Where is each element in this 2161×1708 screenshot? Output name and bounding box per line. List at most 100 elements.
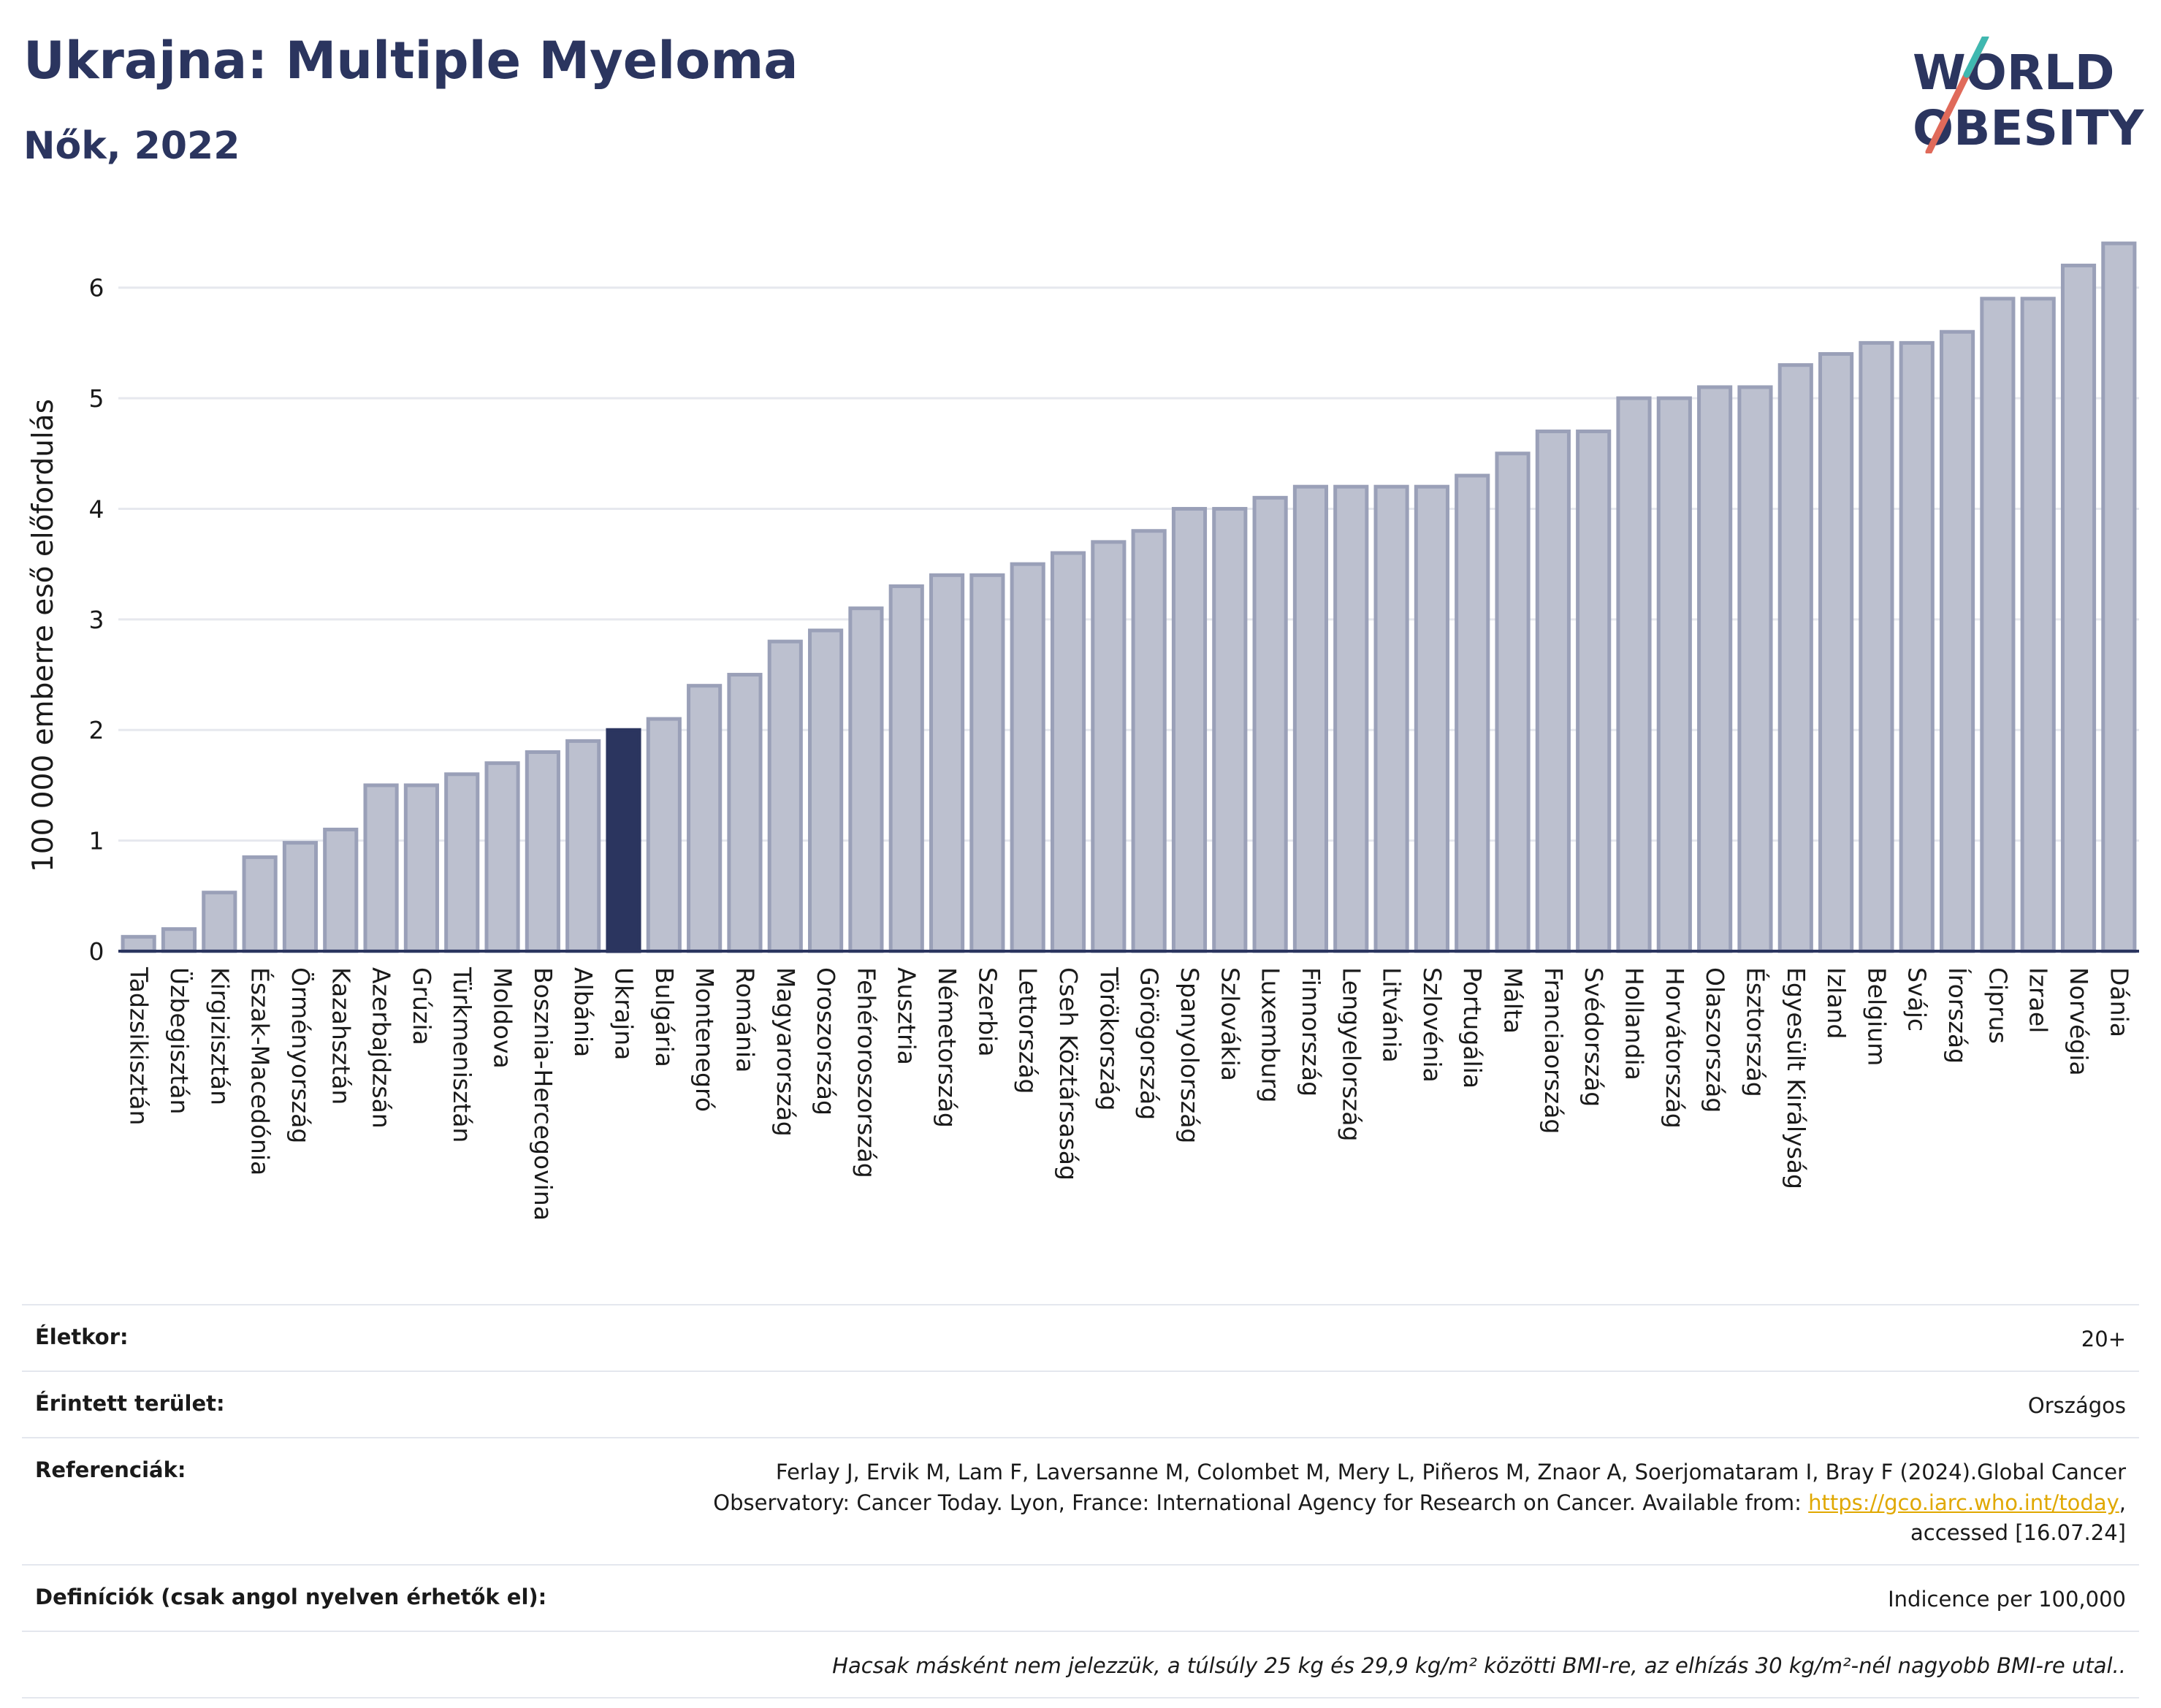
chart-bars (121, 241, 2137, 953)
x-tick-label: Kirgizisztán (205, 967, 234, 1105)
x-axis-ticks: Tadzsikisztán Üzbegisztán Kirgizisztán Észa… (125, 967, 2134, 1221)
bar (929, 573, 965, 953)
references-link[interactable]: https://gco.iarc.who.int/today (1808, 1490, 2119, 1515)
x-tick-label: Üzbegisztán (165, 967, 194, 1114)
bar (1980, 297, 2016, 953)
age-row: Életkor: 20+ (22, 1304, 2139, 1370)
bar (202, 891, 237, 953)
bar-chart: 0 1 2 3 4 5 6 Tadzsikisztán Üzbegisztán Kirgizis… (27, 241, 2139, 1221)
x-tick-label: Izrael (2024, 967, 2053, 1033)
bar (2020, 297, 2056, 953)
bar (161, 927, 197, 953)
x-tick-label: Tadzsikisztán (125, 967, 153, 1125)
bar (1737, 385, 1773, 953)
x-tick-label: Türkmenisztán (448, 967, 476, 1143)
references-line-3: accessed [16.07.24] (1910, 1520, 2126, 1545)
x-tick-label: Lettország (1014, 967, 1043, 1094)
footnote: Hacsak másként nem jelezzük, a túlsúly 2… (832, 1653, 2126, 1679)
bar (848, 606, 884, 953)
bar (1252, 495, 1288, 953)
x-tick-label: Litvánia (1378, 967, 1406, 1063)
bar (1697, 385, 1733, 953)
y-tick-label: 4 (89, 495, 104, 523)
x-tick-label: Észtország (1741, 967, 1770, 1097)
x-tick-label: Észak-Macedónia (246, 967, 275, 1175)
references-line-1: Ferlay J, Ervik M, Lam F, Laversanne M, … (775, 1460, 2126, 1485)
x-tick-label: Montenegró (690, 967, 719, 1112)
bar (323, 827, 359, 953)
bar (1656, 396, 1692, 953)
x-tick-label: Szlovénia (1418, 967, 1447, 1083)
svg-text:WORLD: WORLD (1913, 45, 2115, 101)
page-subtitle: Nők, 2022 (23, 124, 240, 168)
x-tick-label: Szlovákia (1216, 967, 1244, 1081)
x-tick-label: Görögország (1135, 967, 1164, 1120)
x-tick-label: Írország (1943, 967, 1973, 1064)
bar (444, 772, 480, 953)
x-tick-label: Svájc (1903, 967, 1932, 1032)
x-tick-label: Dánia (2105, 967, 2133, 1037)
x-tick-label: Portugália (1458, 967, 1487, 1089)
world-obesity-logo: WORLD OBESITY (1913, 37, 2145, 153)
bar (1333, 484, 1369, 953)
x-tick-label: Grúzia (408, 967, 436, 1045)
definitions-label: Definíciók (csak angol nyelven érhetők e… (35, 1584, 547, 1609)
y-axis-label: 100 000 emberre eső előfordulás (27, 399, 60, 872)
bar (1939, 329, 1975, 953)
area-row: Érintett terület: Országos (22, 1370, 2139, 1437)
bar (888, 584, 924, 953)
x-tick-label: Ausztria (893, 967, 921, 1065)
footnote-row: Hacsak másként nem jelezzük, a túlsúly 2… (22, 1631, 2139, 1699)
bar (403, 783, 439, 953)
y-tick-label: 0 (89, 937, 104, 966)
bar (525, 750, 560, 953)
references-label: Referenciák: (35, 1457, 186, 1483)
references-value: Ferlay J, Ervik M, Lam F, Laversanne M, … (713, 1460, 2126, 1545)
x-tick-label: Lengyelország (1337, 967, 1365, 1141)
x-tick-label: Azerbajdzsán (367, 967, 396, 1129)
y-tick-label: 3 (89, 606, 104, 634)
definitions-value: Indicence per 100,000 (1888, 1586, 2126, 1612)
bar (1535, 429, 1571, 953)
bar (1091, 540, 1127, 953)
x-tick-label: Egyesült Királyság (1782, 967, 1810, 1189)
x-tick-label: Luxemburg (1257, 967, 1285, 1102)
bar (121, 934, 156, 953)
bar (727, 673, 763, 953)
x-tick-label: Finnország (1297, 967, 1325, 1097)
bar (1292, 484, 1329, 953)
y-tick-label: 6 (89, 274, 104, 302)
bar (565, 739, 601, 953)
area-label: Érintett terület: (35, 1391, 225, 1417)
x-tick-label: Horvátország (1661, 967, 1689, 1129)
bar (1212, 506, 1248, 953)
age-value: 20+ (2081, 1327, 2126, 1351)
bar (1899, 340, 1935, 953)
bar (646, 717, 682, 953)
x-tick-label: Franciaország (1539, 967, 1568, 1134)
x-tick-label: Ciprus (1983, 967, 2012, 1044)
x-tick-label: Norvégia (2065, 967, 2093, 1076)
x-tick-label: Németország (933, 967, 961, 1128)
x-tick-label: Cseh Köztársaság (1054, 967, 1083, 1181)
bar (2101, 241, 2137, 953)
bar (1010, 562, 1045, 953)
definitions-row: Definíciók (csak angol nyelven érhetők e… (22, 1563, 2139, 1631)
bar (242, 855, 278, 953)
bar (1777, 363, 1813, 953)
x-tick-label: Olaszország (1701, 967, 1729, 1113)
references-row: Referenciák: Ferlay J, Ervik M, Lam F, L… (22, 1437, 2139, 1564)
bar (767, 639, 803, 953)
x-tick-label: Örményország (286, 967, 316, 1143)
x-tick-label: Málta (1499, 967, 1528, 1034)
bar (1050, 551, 1086, 953)
bar (363, 783, 399, 953)
bar (687, 684, 723, 953)
y-axis-ticks: 0 1 2 3 4 5 6 (89, 274, 104, 966)
x-tick-label: Törökország (1094, 967, 1123, 1110)
page-title: Ukrajna: Multiple Myeloma (23, 31, 799, 91)
y-tick-label: 2 (89, 716, 104, 744)
x-tick-label: Moldova (489, 967, 517, 1069)
area-value: Országos (2027, 1393, 2126, 1419)
bar (969, 573, 1005, 953)
